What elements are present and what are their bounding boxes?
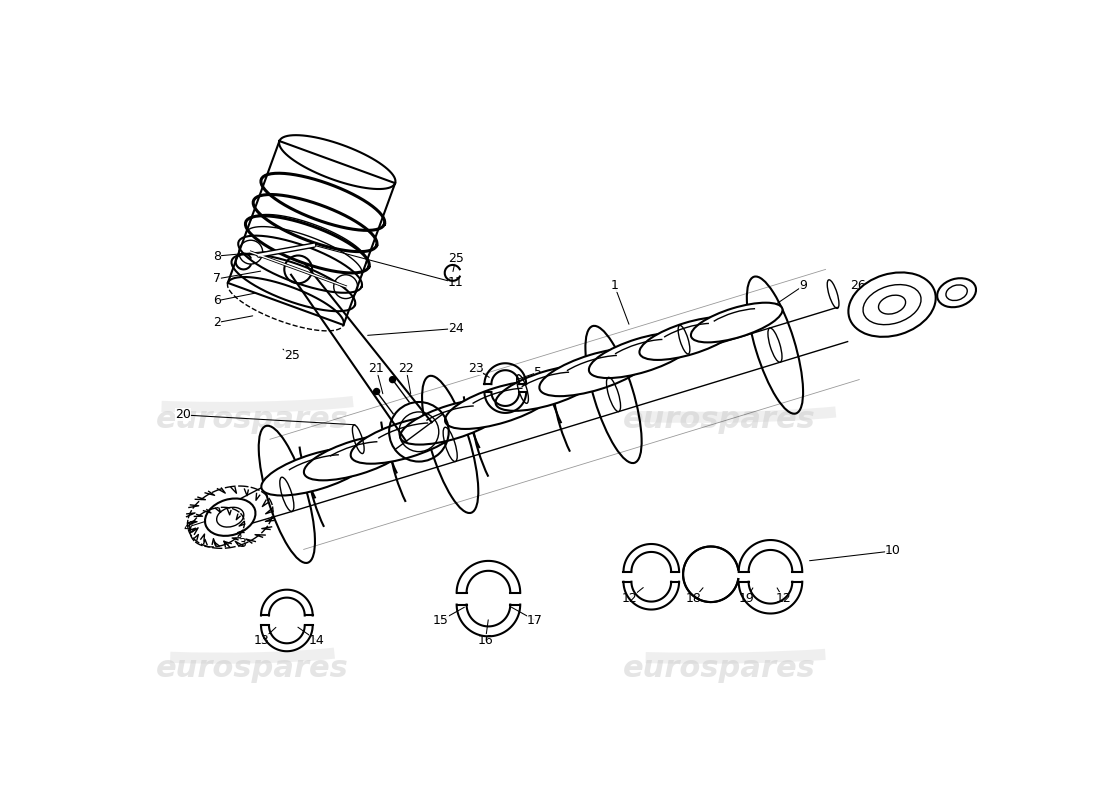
Text: 3: 3 (239, 538, 246, 550)
Text: 23: 23 (468, 362, 483, 374)
Text: 11: 11 (448, 276, 463, 290)
Text: eurospares: eurospares (623, 654, 815, 682)
Text: 20: 20 (175, 408, 190, 422)
Ellipse shape (946, 285, 967, 301)
Text: 12: 12 (776, 592, 791, 605)
Text: 24: 24 (448, 322, 463, 335)
Ellipse shape (879, 295, 905, 314)
Ellipse shape (400, 399, 505, 445)
Ellipse shape (588, 333, 694, 378)
Text: 5: 5 (535, 366, 542, 378)
Text: 14: 14 (309, 634, 324, 647)
Text: 26: 26 (850, 279, 866, 292)
Text: eurospares: eurospares (156, 654, 349, 682)
Ellipse shape (495, 366, 601, 411)
Text: 18: 18 (686, 592, 702, 605)
Circle shape (374, 389, 379, 394)
Ellipse shape (446, 381, 556, 429)
Text: 19: 19 (739, 592, 755, 605)
Ellipse shape (351, 416, 461, 464)
Text: eurospares: eurospares (156, 406, 349, 434)
Text: 8: 8 (213, 250, 221, 262)
Ellipse shape (937, 278, 976, 307)
Text: 13: 13 (254, 634, 270, 647)
Text: 1: 1 (610, 279, 618, 292)
Text: 21: 21 (368, 362, 384, 374)
Ellipse shape (539, 348, 650, 396)
Text: 6: 6 (213, 294, 221, 307)
Ellipse shape (864, 285, 921, 325)
Ellipse shape (639, 317, 738, 360)
Text: 7: 7 (213, 272, 221, 286)
Ellipse shape (691, 302, 782, 342)
Circle shape (389, 377, 396, 382)
Text: 22: 22 (398, 362, 414, 374)
Text: 15: 15 (432, 614, 449, 627)
Text: 12: 12 (621, 592, 637, 605)
Text: 9: 9 (800, 279, 807, 292)
Text: 17: 17 (527, 614, 543, 627)
Ellipse shape (262, 447, 372, 495)
Text: 25: 25 (448, 253, 463, 266)
Text: 25: 25 (284, 349, 299, 362)
Text: 16: 16 (477, 634, 493, 647)
Text: eurospares: eurospares (623, 406, 815, 434)
Text: 4: 4 (184, 521, 191, 534)
Ellipse shape (848, 273, 936, 337)
Ellipse shape (205, 498, 255, 536)
Text: 10: 10 (884, 545, 901, 558)
Text: 2: 2 (213, 316, 221, 329)
Ellipse shape (217, 507, 244, 527)
Ellipse shape (304, 435, 409, 480)
